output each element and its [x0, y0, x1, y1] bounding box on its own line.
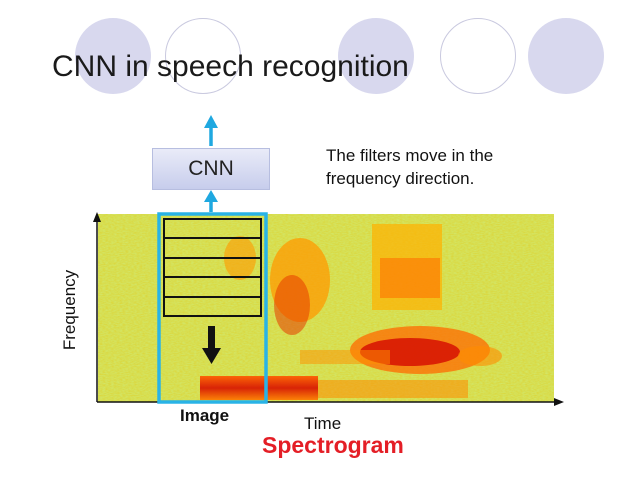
filter-note: The filters move in the frequency direct… — [326, 144, 493, 190]
decor-circle-2 — [165, 18, 241, 94]
decor-circle-4 — [440, 18, 516, 94]
slide-title: CNN in speech recognition — [52, 50, 409, 83]
spectrogram-image — [98, 214, 554, 402]
filter-note-line-1: The filters move in the — [326, 146, 494, 165]
filter-direction-arrow — [202, 326, 221, 364]
image-label: Image — [180, 406, 230, 425]
time-axis-label: Time — [304, 414, 342, 433]
cnn-box: CNN — [152, 148, 270, 190]
decor-circle-3 — [338, 18, 414, 94]
frequency-axis-label: Frequency — [60, 269, 79, 351]
input-window — [157, 212, 268, 404]
output-arrow-top — [204, 115, 218, 146]
decor-circle-5 — [528, 18, 604, 94]
decor-circle-1 — [75, 18, 151, 94]
spectrogram-label: Spectrogram — [262, 432, 404, 458]
input-arrow — [204, 190, 218, 212]
filter-note-line-2: frequency direction. — [326, 169, 475, 188]
filter-grid — [163, 218, 262, 317]
